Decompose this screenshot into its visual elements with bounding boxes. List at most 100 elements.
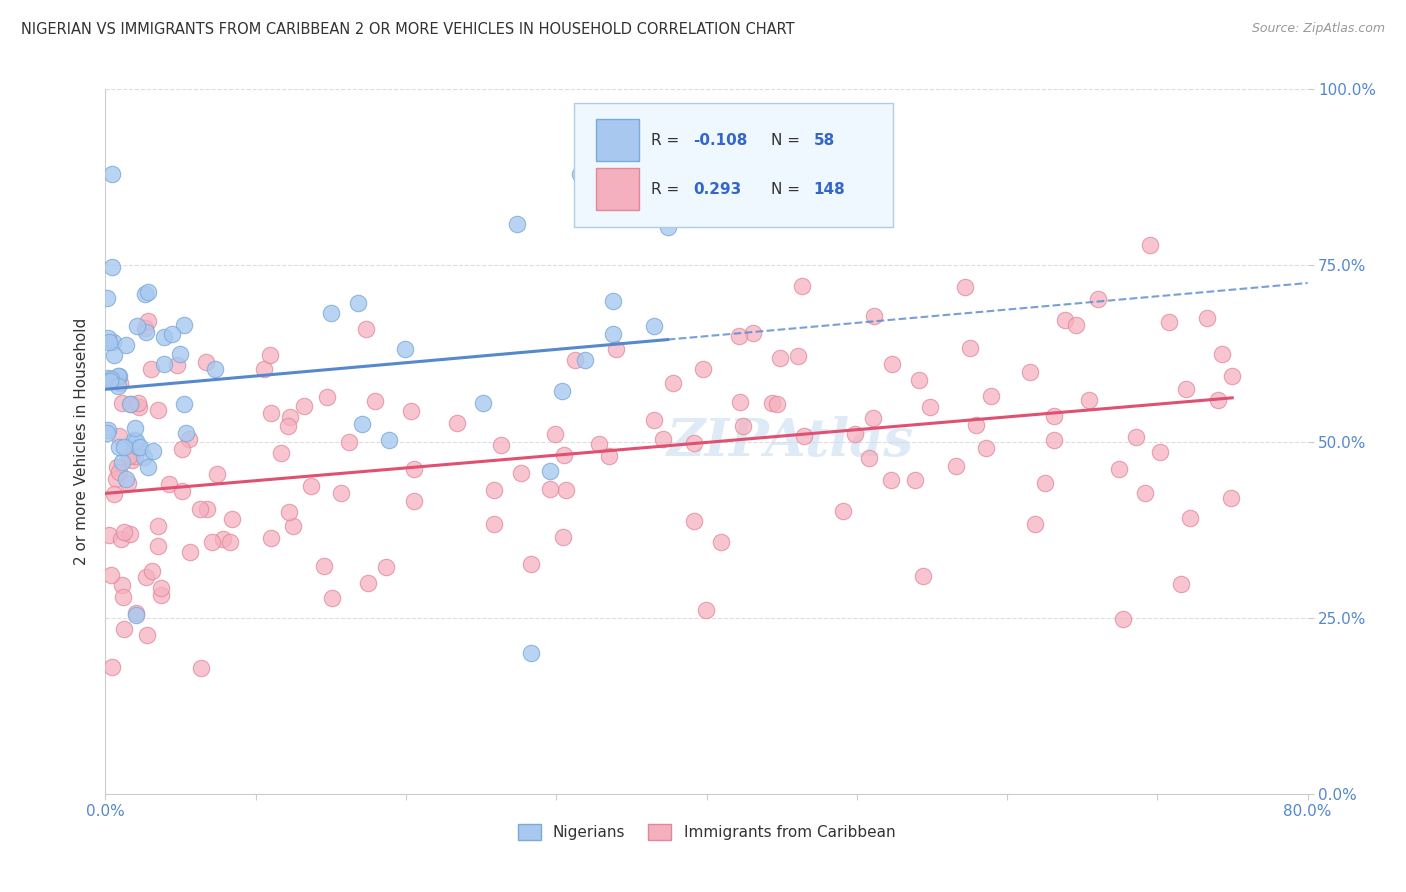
Point <box>125 608 148 623</box>
Point <box>259 348 281 362</box>
Point <box>1019 365 1042 379</box>
Point <box>283 518 305 533</box>
Point <box>127 395 149 409</box>
Point <box>976 442 998 456</box>
Point <box>643 318 665 333</box>
Point <box>153 358 176 372</box>
Point <box>299 478 322 492</box>
Point <box>96 425 118 440</box>
Point <box>115 472 138 486</box>
Point <box>728 394 751 409</box>
Point <box>97 527 120 541</box>
Point <box>112 622 135 636</box>
Point <box>103 335 125 350</box>
Point <box>179 545 201 559</box>
Point <box>118 449 141 463</box>
Point <box>253 362 276 376</box>
Point <box>219 535 242 549</box>
Point <box>399 404 422 418</box>
Point <box>959 341 981 355</box>
Point <box>908 373 931 387</box>
Point <box>482 483 505 497</box>
Point <box>1064 318 1087 332</box>
Point <box>98 374 121 388</box>
Point <box>553 449 575 463</box>
Point <box>538 482 561 496</box>
Point <box>157 476 180 491</box>
Point <box>844 426 866 441</box>
Point <box>605 342 627 356</box>
Point <box>96 292 118 306</box>
Point <box>787 350 810 364</box>
Point <box>761 396 783 410</box>
Point <box>221 511 243 525</box>
Point <box>683 514 706 528</box>
Point <box>880 473 903 487</box>
Point <box>1174 382 1197 396</box>
Point <box>112 440 135 454</box>
Point <box>125 318 148 333</box>
Point <box>1077 393 1099 408</box>
Point <box>832 503 855 517</box>
Point <box>141 565 163 579</box>
Point <box>651 432 673 446</box>
Point <box>107 369 129 384</box>
Point <box>122 433 145 447</box>
Point <box>980 389 1002 403</box>
Point <box>1195 310 1218 325</box>
Point <box>121 452 143 467</box>
Point <box>904 474 927 488</box>
Point <box>731 418 754 433</box>
Point <box>135 325 157 339</box>
Point <box>270 446 292 460</box>
Point <box>117 475 139 490</box>
Point <box>105 473 128 487</box>
Point <box>544 426 567 441</box>
Point <box>135 570 157 584</box>
Point <box>173 397 195 411</box>
Point <box>602 327 624 342</box>
Point <box>1206 392 1229 407</box>
Text: 148: 148 <box>814 182 845 197</box>
Point <box>195 502 218 516</box>
Point <box>446 416 468 430</box>
Point <box>128 440 150 454</box>
Point <box>1211 346 1233 360</box>
Point <box>882 357 904 371</box>
Point <box>149 582 172 596</box>
FancyBboxPatch shape <box>596 169 640 210</box>
Point <box>173 318 195 332</box>
Point <box>212 532 235 546</box>
Point <box>574 353 596 368</box>
Point <box>482 516 505 531</box>
Point <box>364 393 387 408</box>
Point <box>174 425 197 440</box>
Point <box>394 342 416 356</box>
Point <box>769 351 792 365</box>
Point <box>710 535 733 549</box>
Point <box>319 306 342 320</box>
Point <box>110 533 132 547</box>
Point <box>142 444 165 458</box>
Point <box>1024 516 1046 531</box>
Point <box>346 296 368 310</box>
Point <box>911 568 934 582</box>
Text: N =: N = <box>772 182 806 197</box>
Point <box>110 395 132 409</box>
Point <box>657 219 679 234</box>
Point <box>114 338 136 352</box>
Point <box>793 428 815 442</box>
Point <box>352 417 374 432</box>
Point <box>695 603 717 617</box>
Point <box>1042 433 1064 447</box>
Point <box>169 346 191 360</box>
Point <box>97 335 120 350</box>
Point <box>378 433 401 447</box>
Point <box>602 294 624 309</box>
Point <box>136 628 159 642</box>
Point <box>728 329 751 343</box>
Point <box>148 539 170 553</box>
Point <box>120 527 142 541</box>
Point <box>146 519 169 533</box>
Point <box>520 646 543 660</box>
